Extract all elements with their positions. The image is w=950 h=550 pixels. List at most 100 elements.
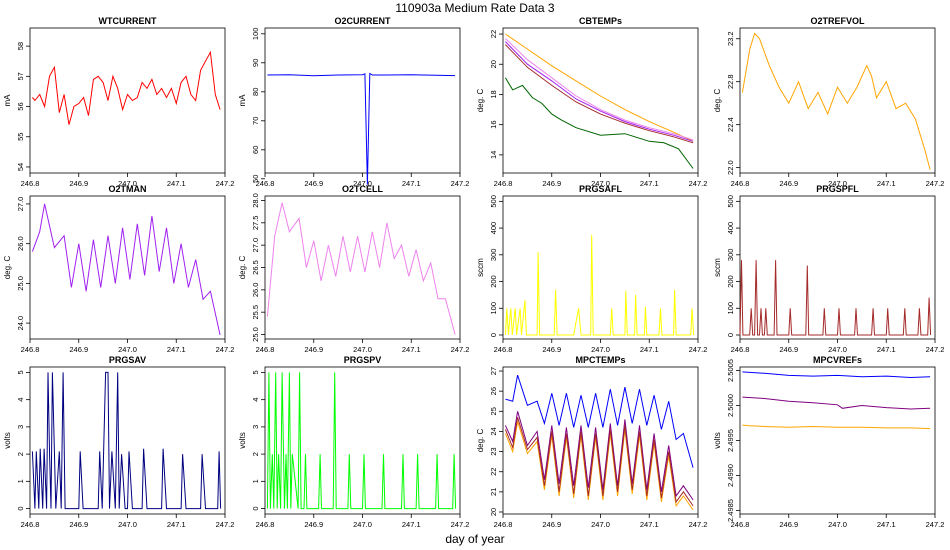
y-tick-label: 27.0 bbox=[16, 197, 25, 212]
x-tick-label: 246.8 bbox=[494, 179, 513, 188]
x-tick-label: 247.2 bbox=[451, 179, 470, 188]
y-tick-label: 400 bbox=[726, 222, 735, 235]
series-line-o2trefvol bbox=[741, 32, 931, 170]
series-line-violet bbox=[505, 38, 694, 141]
series-line-prgspv bbox=[266, 372, 457, 510]
x-tick-label: 247.2 bbox=[926, 520, 945, 529]
x-tick-label: 247.2 bbox=[216, 520, 235, 529]
x-tick-label: 247.2 bbox=[926, 345, 945, 354]
y-axis-label: deg. C bbox=[3, 255, 12, 279]
y-tick-label: 16 bbox=[489, 120, 498, 128]
y-tick-label: 200 bbox=[726, 275, 735, 288]
y-axis-label: sccm bbox=[476, 258, 485, 277]
series-line-brown bbox=[505, 44, 694, 144]
y-tick-label: 3 bbox=[16, 425, 25, 429]
series-line-purple bbox=[504, 411, 694, 501]
panel-prgsav: PRGSAV volts 246.8 246.9 247.0 247.1 247.2 0 1 2 3… bbox=[3, 355, 234, 529]
y-tick-label: 2.4990 bbox=[726, 464, 735, 487]
y-tick-label: 56 bbox=[16, 102, 25, 110]
panel-prgsafl: PRGSAFL sccm 246.8 246.9 247.0 247.1 247.2 0 100… bbox=[476, 184, 707, 354]
x-tick-label: 246.9 bbox=[542, 520, 561, 529]
x-tick-label: 246.9 bbox=[304, 345, 323, 354]
y-tick-label: 27.5 bbox=[251, 216, 260, 231]
x-tick-label: 246.8 bbox=[256, 179, 275, 188]
panel-title: MPCVREFs bbox=[813, 355, 862, 365]
y-tick-label: 22.4 bbox=[726, 117, 735, 132]
y-tick-label: 24 bbox=[489, 427, 498, 435]
panel-title: O2TMAN bbox=[109, 184, 147, 194]
y-axis-label: deg. C bbox=[238, 255, 247, 279]
y-tick-label: 23.2 bbox=[726, 31, 735, 46]
panel-o2tman: O2TMAN deg. C 246.8 246.9 247.0 247.1 247.2 24.… bbox=[3, 184, 234, 354]
y-tick-label: 500 bbox=[489, 195, 498, 208]
y-tick-label: 24.0 bbox=[16, 316, 25, 331]
x-tick-label: 247.2 bbox=[216, 345, 235, 354]
y-tick-label: 22.0 bbox=[726, 160, 735, 175]
y-tick-label: 60 bbox=[251, 146, 260, 154]
y-tick-label: 22 bbox=[489, 468, 498, 476]
y-tick-label: 5 bbox=[16, 370, 25, 374]
series-line-brown bbox=[504, 417, 694, 507]
y-tick-label: 2 bbox=[16, 452, 25, 456]
y-tick-label: 1 bbox=[16, 479, 25, 483]
series-line-blue bbox=[505, 374, 694, 468]
y-tick-label: 3 bbox=[251, 425, 260, 429]
x-tick-label: 246.8 bbox=[21, 520, 40, 529]
y-tick-label: 22.8 bbox=[726, 74, 735, 89]
y-tick-label: 25 bbox=[489, 407, 498, 415]
y-tick-label: 26.0 bbox=[251, 283, 260, 298]
x-tick-label: 247.0 bbox=[353, 520, 372, 529]
y-tick-label: 2.5000 bbox=[726, 394, 735, 417]
x-tick-label: 246.9 bbox=[304, 520, 323, 529]
x-tick-label: 246.8 bbox=[256, 520, 275, 529]
panel-o2current: O2CURRENT mA 246.8 246.9 247.0 247.1 247.2 50 60… bbox=[238, 16, 469, 188]
panel-title: PRGSPFL bbox=[816, 184, 859, 194]
y-tick-label: 2.4985 bbox=[726, 499, 735, 522]
x-tick-label: 246.8 bbox=[731, 345, 750, 354]
x-tick-label: 247.1 bbox=[167, 520, 186, 529]
y-tick-label: 21 bbox=[489, 488, 498, 496]
x-tick-label: 247.2 bbox=[216, 179, 235, 188]
y-tick-label: 26 bbox=[489, 387, 498, 395]
x-tick-label: 246.8 bbox=[731, 179, 750, 188]
panel-cbtemps: CBTEMPs deg. C 246.8 246.9 247.0 247.1 247.2 14… bbox=[476, 16, 707, 188]
y-axis-label: deg. C bbox=[713, 88, 722, 112]
series-line-purple bbox=[742, 396, 931, 410]
panel-o2tcell: O2TCELL deg. C 246.8 246.9 247.0 247.1 247.2 25… bbox=[238, 184, 469, 354]
plot-frame bbox=[502, 366, 699, 515]
series-line-o2current bbox=[267, 72, 456, 185]
x-tick-label: 247.2 bbox=[451, 520, 470, 529]
plot-frame bbox=[739, 366, 936, 515]
y-tick-label: 100 bbox=[726, 302, 735, 315]
y-tick-label: 25.0 bbox=[251, 327, 260, 342]
x-tick-label: 247.2 bbox=[689, 345, 708, 354]
y-tick-label: 27 bbox=[489, 367, 498, 375]
series-line-prgsafl bbox=[504, 234, 695, 336]
y-tick-label: 2.5005 bbox=[726, 359, 735, 382]
y-tick-label: 200 bbox=[489, 275, 498, 288]
x-tick-label: 246.8 bbox=[21, 345, 40, 354]
y-tick-label: 2.4995 bbox=[726, 429, 735, 452]
y-tick-label: 20 bbox=[489, 60, 498, 68]
y-tick-label: 4 bbox=[16, 398, 25, 402]
x-tick-label: 247.2 bbox=[451, 345, 470, 354]
x-tick-label: 246.9 bbox=[542, 345, 561, 354]
x-tick-label: 247.0 bbox=[828, 179, 847, 188]
x-tick-label: 246.8 bbox=[21, 179, 40, 188]
y-tick-label: 28.0 bbox=[251, 193, 260, 208]
plot-frame bbox=[502, 27, 699, 174]
y-tick-label: 25.5 bbox=[251, 305, 260, 320]
x-tick-label: 247.1 bbox=[877, 179, 896, 188]
series-line-orange bbox=[505, 33, 694, 142]
y-tick-label: 80 bbox=[251, 88, 260, 96]
y-axis-label: volts bbox=[238, 432, 247, 448]
plot-frame bbox=[29, 195, 226, 340]
y-axis-label: mA bbox=[238, 94, 247, 107]
x-tick-label: 247.0 bbox=[353, 345, 372, 354]
plot-frame bbox=[264, 195, 461, 340]
x-tick-label: 247.2 bbox=[689, 520, 708, 529]
y-tick-label: 26.5 bbox=[251, 260, 260, 275]
series-line-orange bbox=[742, 424, 931, 430]
x-tick-label: 247.0 bbox=[591, 520, 610, 529]
